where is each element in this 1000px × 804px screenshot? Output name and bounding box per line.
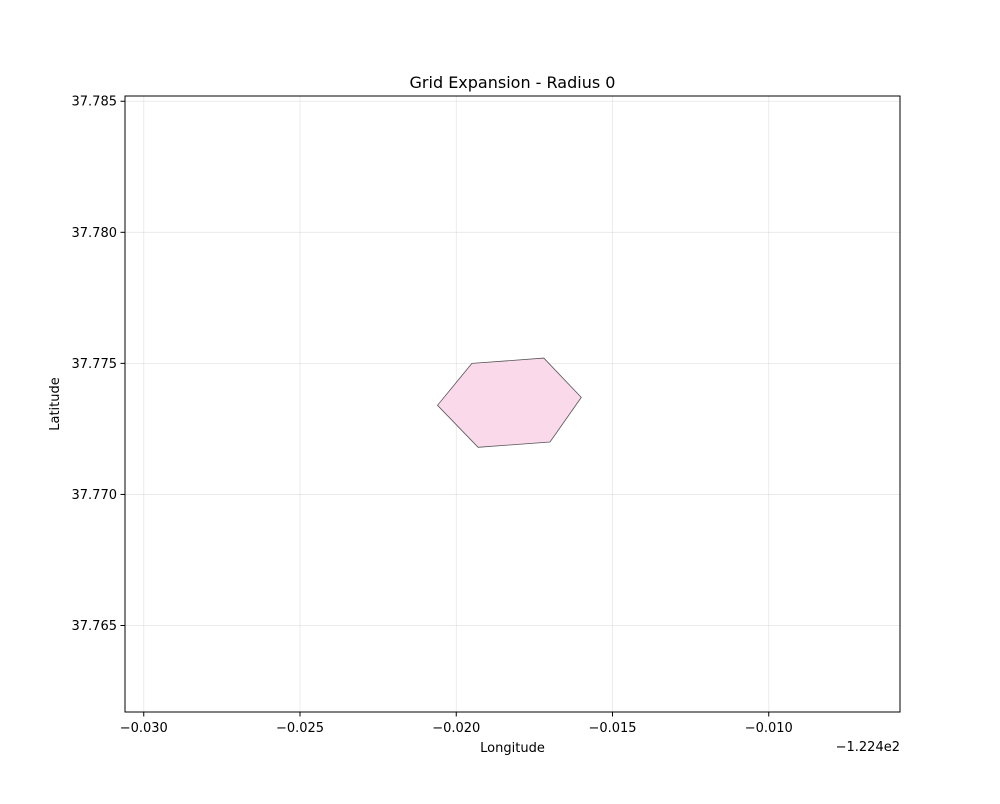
- y-tick-label: 37.770: [72, 488, 118, 503]
- tick-layer: −0.030 −0.025 −0.020 −0.015 −0.010 37.765 37.7…: [72, 95, 793, 736]
- y-axis-label: Latitude: [48, 377, 63, 431]
- grid-layer: [125, 96, 900, 712]
- x-tick-label: −0.025: [276, 721, 324, 736]
- x-axis-offset-label: −1.224e2: [836, 740, 900, 755]
- y-tick-label: 37.775: [72, 357, 118, 372]
- x-tick-label: −0.020: [432, 721, 480, 736]
- y-tick-label: 37.765: [72, 619, 118, 634]
- polygon-layer: [436, 357, 582, 448]
- y-tick-label: 37.780: [72, 226, 118, 241]
- x-tick-label: −0.015: [588, 721, 636, 736]
- axes-frame: [124, 95, 901, 713]
- y-tick-label: 37.785: [72, 95, 118, 110]
- x-tick-label: −0.010: [745, 721, 793, 736]
- hexagon-cell: [436, 357, 582, 448]
- chart-title: Grid Expansion - Radius 0: [410, 73, 616, 92]
- x-tick-label: −0.030: [120, 721, 168, 736]
- x-axis-label: Longitude: [480, 741, 545, 756]
